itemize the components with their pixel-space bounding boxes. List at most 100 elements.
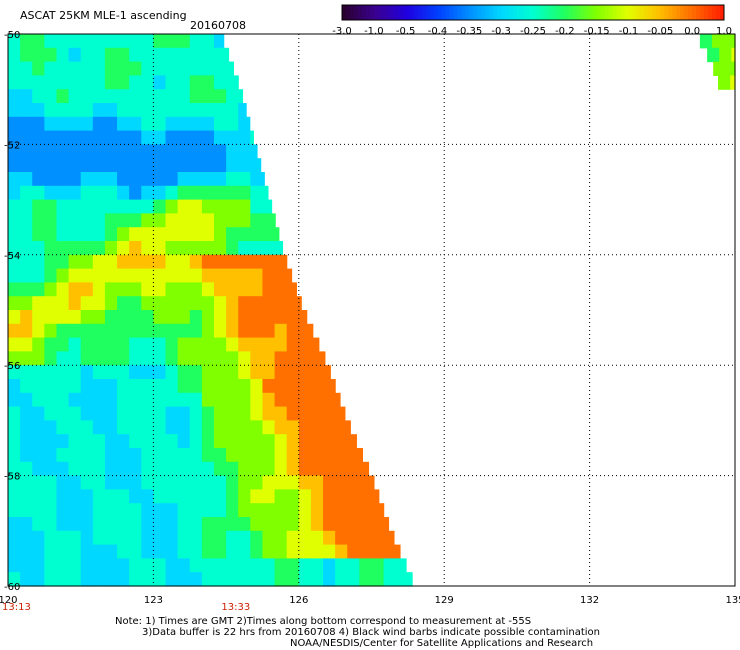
heatmap-cell xyxy=(32,448,45,463)
heatmap-cell xyxy=(20,282,33,297)
heatmap-cell xyxy=(323,379,336,394)
heatmap-cell xyxy=(226,475,239,490)
heatmap-cell xyxy=(226,268,239,283)
heatmap-cell xyxy=(117,558,130,573)
heatmap-cell xyxy=(104,172,118,187)
heatmap-cell xyxy=(153,572,167,587)
heatmap-cell xyxy=(226,296,239,311)
heatmap-cell xyxy=(250,461,264,477)
heatmap-cell xyxy=(32,116,45,132)
heatmap-cell xyxy=(104,323,118,339)
heatmap-cell xyxy=(92,530,106,546)
heatmap-cell xyxy=(310,351,324,366)
heatmap-cell xyxy=(153,47,167,63)
heatmap-cell xyxy=(310,461,324,477)
heatmap-cell xyxy=(32,103,45,118)
heatmap-cell xyxy=(117,241,130,256)
heatmap-cell xyxy=(80,116,94,132)
heatmap-cell xyxy=(20,475,33,490)
heatmap-cell xyxy=(129,310,142,325)
heatmap-cell xyxy=(32,517,45,532)
heatmap-cell xyxy=(153,392,167,408)
colorbar-segment xyxy=(624,5,629,20)
heatmap-cell xyxy=(250,517,264,532)
heatmap-cell xyxy=(141,572,154,587)
heatmap-cell xyxy=(238,434,251,449)
heatmap-cell xyxy=(20,241,33,256)
heatmap-cell xyxy=(141,310,154,325)
heatmap-cell xyxy=(250,558,264,573)
heatmap-cell xyxy=(129,144,142,159)
heatmap-cell xyxy=(44,282,58,297)
heatmap-cell xyxy=(201,158,215,173)
heatmap-cell xyxy=(56,254,70,270)
colorbar-segment xyxy=(564,5,570,20)
heatmap-cell xyxy=(117,323,130,339)
heatmap-cell xyxy=(92,296,106,311)
heatmap-cell xyxy=(262,241,276,256)
heatmap-cell xyxy=(141,227,154,242)
heatmap-cell xyxy=(177,241,191,256)
heatmap-cell xyxy=(274,213,276,228)
heatmap-cell xyxy=(32,254,45,270)
heatmap-cell xyxy=(68,310,82,325)
heatmap-cell xyxy=(335,448,348,463)
heatmap-cell xyxy=(20,89,33,104)
heatmap-cell xyxy=(68,351,82,366)
heatmap-cell xyxy=(117,379,130,394)
heatmap-cell xyxy=(274,227,280,242)
heatmap-cell xyxy=(32,406,45,421)
heatmap-cell xyxy=(262,544,276,559)
heatmap-cell xyxy=(80,503,94,518)
heatmap-cell xyxy=(189,89,203,104)
note-line-3: NOAA/NESDIS/Center for Satellite Applica… xyxy=(290,638,594,649)
heatmap-cell xyxy=(201,130,215,145)
heatmap-cell xyxy=(335,558,348,573)
colorbar-segment xyxy=(572,5,578,20)
heatmap-cell xyxy=(238,213,251,228)
heatmap-cell xyxy=(189,392,203,408)
heatmap-cell xyxy=(141,116,154,132)
heatmap-cell xyxy=(80,282,94,297)
colorbar-segment xyxy=(696,5,701,20)
heatmap-cell xyxy=(56,572,70,587)
heatmap-cell xyxy=(32,144,45,159)
heatmap-cell xyxy=(8,185,21,201)
heatmap-cell xyxy=(298,323,312,339)
heatmap-cell xyxy=(117,351,130,366)
heatmap-cell xyxy=(141,185,154,201)
heatmap-cell xyxy=(201,227,215,242)
heatmap-cell xyxy=(226,310,239,325)
heatmap-cell xyxy=(274,420,288,435)
heatmap-cell xyxy=(8,144,21,159)
colorbar-tick-label: -1.0 xyxy=(364,26,384,37)
heatmap-cell xyxy=(68,503,82,518)
colorbar-segment xyxy=(417,5,423,20)
heatmap-cell xyxy=(80,268,94,283)
heatmap-cell xyxy=(310,517,324,532)
heatmap-cell xyxy=(92,434,106,449)
colorbar-segment xyxy=(604,5,610,20)
heatmap-cell xyxy=(32,530,45,546)
heatmap-cell xyxy=(8,158,21,173)
heatmap-cell xyxy=(177,213,191,228)
heatmap-cell xyxy=(153,282,167,297)
x-tick-labels: 120 123 126 129 132 135 xyxy=(0,595,740,606)
heatmap-cell xyxy=(177,337,191,352)
heatmap-cell xyxy=(129,379,142,394)
heatmap-cell xyxy=(201,448,215,463)
heatmap-cell xyxy=(32,323,45,339)
heatmap-cell xyxy=(141,282,154,297)
heatmap-cell xyxy=(213,392,227,408)
heatmap-cell xyxy=(213,489,227,504)
heatmap-cell xyxy=(92,461,106,477)
heatmap-cell xyxy=(32,572,45,587)
heatmap-cell xyxy=(189,199,203,214)
heatmap-cell xyxy=(8,503,21,518)
colorbar-tick-label: -0.4 xyxy=(428,26,448,37)
heatmap-cell xyxy=(20,544,33,559)
heatmap-cell xyxy=(262,420,276,435)
heatmap-cell xyxy=(347,489,360,504)
heatmap-cell xyxy=(359,448,364,463)
